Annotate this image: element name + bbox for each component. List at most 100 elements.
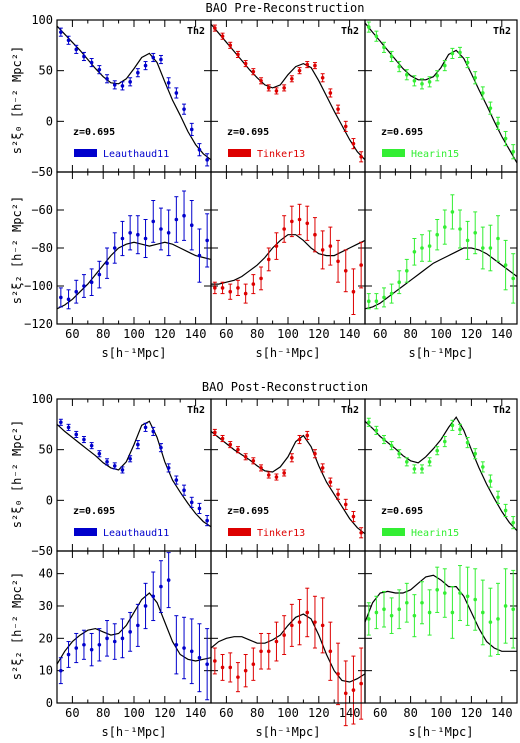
data-point: [105, 460, 109, 464]
data-point: [290, 623, 294, 628]
data-point: [405, 460, 409, 464]
x-tick-label: 100: [277, 706, 299, 720]
data-point: [420, 246, 424, 250]
data-point: [313, 232, 317, 237]
data-point: [243, 291, 248, 296]
data-point: [382, 295, 386, 300]
redshift-label: z=0.695: [381, 127, 423, 138]
data-point: [59, 668, 63, 673]
data-point: [112, 639, 117, 644]
panel-0-0: Th2 z=0.695 Leauthaud11: [56, 19, 212, 173]
data-point: [367, 617, 371, 621]
data-point: [290, 76, 294, 81]
data-point: [236, 447, 240, 452]
data-point: [359, 155, 363, 159]
data-point: [236, 286, 240, 290]
data-point: [343, 269, 348, 273]
data-point: [297, 620, 302, 624]
data-point: [367, 299, 371, 304]
data-point: [159, 584, 163, 589]
x-tick-label: 60: [65, 706, 79, 720]
data-point: [97, 272, 102, 277]
model-label: Th2: [187, 26, 205, 37]
data-point: [351, 141, 356, 146]
model-curve: [364, 247, 518, 310]
redshift-label: z=0.695: [381, 506, 423, 517]
data-point: [503, 136, 508, 141]
data-point: [197, 655, 202, 660]
data-point: [435, 73, 440, 78]
y-tick-label: −80: [31, 241, 53, 255]
data-point: [89, 60, 94, 65]
data-point: [159, 57, 163, 62]
data-point: [397, 451, 402, 456]
x-tick-label: 120: [461, 327, 483, 341]
data-point: [220, 665, 225, 670]
data-point: [259, 649, 263, 654]
data-point: [128, 80, 132, 84]
x-tick-label: 120: [461, 706, 483, 720]
y-tick-label: 50: [39, 443, 53, 457]
data-point: [266, 257, 271, 262]
data-point: [496, 617, 500, 621]
data-point: [243, 454, 248, 459]
x-tick-label: 120: [308, 327, 330, 341]
data-point: [189, 649, 194, 654]
data-point: [259, 466, 263, 470]
model-curve: [210, 23, 366, 161]
data-point: [112, 464, 117, 468]
data-point: [305, 221, 310, 226]
data-point: [481, 91, 485, 95]
data-point: [205, 238, 209, 243]
data-point: [259, 79, 263, 83]
data-point: [228, 43, 233, 48]
data-point: [305, 433, 310, 438]
x-tick-label: 100: [430, 327, 452, 341]
x-tick-label: 60: [373, 706, 387, 720]
data-point: [151, 55, 156, 60]
model-label: Th2: [187, 405, 205, 416]
data-point: [274, 475, 279, 479]
data-point: [266, 649, 271, 654]
legend-label: Hearin15: [411, 149, 459, 160]
data-point: [443, 439, 447, 444]
data-point: [82, 642, 86, 647]
data-point: [359, 530, 363, 535]
data-point: [305, 62, 310, 67]
data-point: [382, 45, 386, 50]
data-point: [450, 51, 455, 56]
legend-label: Leauthaud11: [103, 149, 169, 160]
legend-label: Leauthaud11: [103, 528, 169, 539]
data-point: [359, 681, 363, 686]
data-point: [174, 217, 179, 222]
data-point: [328, 91, 333, 95]
y-tick-label: −120: [24, 317, 53, 331]
model-curve: [56, 241, 212, 310]
data-point: [443, 63, 447, 68]
data-point: [313, 63, 317, 68]
x-tick-label: 80: [96, 327, 110, 341]
x-tick-label: 80: [250, 706, 264, 720]
data-point: [465, 440, 470, 445]
data-point: [297, 437, 302, 442]
legend-swatch: [74, 149, 97, 157]
model-curve: [210, 430, 366, 535]
x-tick-label: 80: [403, 706, 417, 720]
data-point: [236, 52, 240, 57]
panel-0-2: Th2 z=0.695 Hearin15: [364, 19, 518, 173]
y-tick-label: 40: [39, 567, 53, 581]
data-point: [166, 466, 171, 470]
data-point: [166, 231, 171, 235]
data-point: [503, 604, 508, 608]
model-label: Th2: [341, 405, 359, 416]
data-point: [220, 436, 225, 441]
data-point: [397, 280, 402, 285]
data-point: [89, 647, 94, 652]
x-tick-label: 140: [491, 327, 513, 341]
data-point: [435, 448, 440, 453]
model-label: Th2: [493, 26, 511, 37]
redshift-label: z=0.695: [227, 127, 269, 138]
data-point: [136, 232, 140, 237]
x-axis-label: s[h⁻¹Mpc]: [255, 725, 320, 739]
